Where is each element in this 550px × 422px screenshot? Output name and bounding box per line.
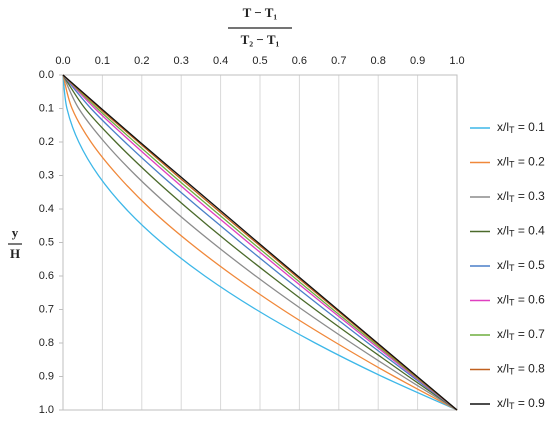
x-tick-label: 0.7 <box>331 55 346 67</box>
series-line <box>62 74 458 411</box>
y-tick-label: 0.9 <box>39 370 54 382</box>
y-tick-label: 0.7 <box>39 303 54 315</box>
x-label-numerator: T − T₁ <box>243 5 278 20</box>
plot-frame <box>62 74 458 411</box>
series-line <box>62 74 458 411</box>
y-tick-label: 0.4 <box>39 203 54 215</box>
y-tick-label: 0.8 <box>39 337 54 349</box>
series-line <box>62 74 458 411</box>
x-tick-label: 0.2 <box>134 55 149 67</box>
x-tick-label: 0.0 <box>55 55 70 67</box>
legend-label: x/lT = 0.2 <box>497 155 545 170</box>
series-line <box>62 74 458 411</box>
x-tick-label: 0.4 <box>213 55 228 67</box>
x-tick-label: 0.8 <box>371 55 386 67</box>
legend-label: x/lT = 0.8 <box>497 362 545 377</box>
y-tick-label: 0.2 <box>39 136 54 148</box>
y-tick-label: 1.0 <box>39 404 54 416</box>
y-tick-label: 0.6 <box>39 270 54 282</box>
y-tick-label: 0.5 <box>39 236 54 248</box>
series-line <box>62 74 458 411</box>
series-line <box>62 74 458 411</box>
x-tick-label: 0.6 <box>292 55 307 67</box>
y-tick-label: 0.3 <box>39 169 54 181</box>
x-label-denominator: T₂ − T₁ <box>241 32 280 47</box>
y-tick-label: 0.1 <box>39 102 54 114</box>
legend-label: x/lT = 0.6 <box>497 293 545 308</box>
x-tick-label: 1.0 <box>449 55 464 67</box>
legend-label: x/lT = 0.9 <box>497 396 545 411</box>
y-label-denominator: H <box>10 246 20 261</box>
legend-label: x/lT = 0.7 <box>497 327 545 342</box>
series-line <box>62 74 458 411</box>
legend-label: x/lT = 0.4 <box>497 224 545 239</box>
x-tick-label: 0.1 <box>95 55 110 67</box>
series-line <box>62 74 458 411</box>
series-line <box>62 74 458 411</box>
y-label-numerator: y <box>12 225 19 240</box>
y-tick-label: 0.0 <box>39 69 54 81</box>
x-tick-label: 0.5 <box>252 55 267 67</box>
legend-label: x/lT = 0.1 <box>497 120 545 135</box>
x-tick-label: 0.3 <box>174 55 189 67</box>
x-tick-label: 0.9 <box>410 55 425 67</box>
legend-label: x/lT = 0.3 <box>497 189 545 204</box>
legend-label: x/lT = 0.5 <box>497 258 545 273</box>
